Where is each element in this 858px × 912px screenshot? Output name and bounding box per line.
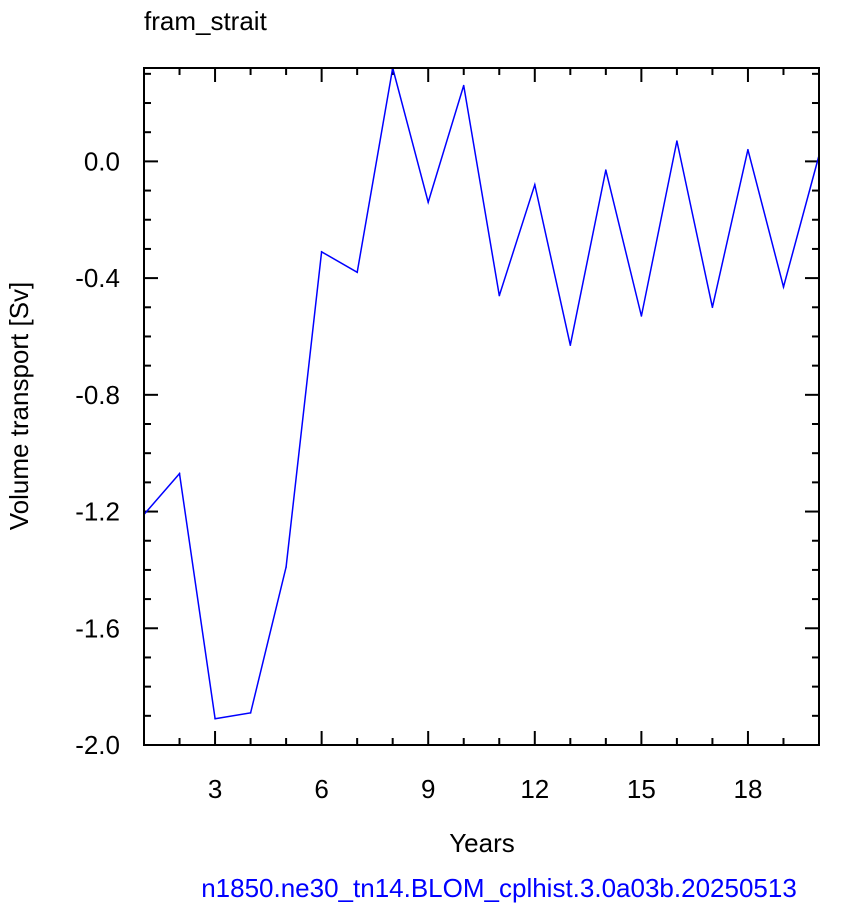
data-point — [605, 169, 607, 171]
x-tick-label: 9 — [421, 774, 435, 804]
y-tick-label: -2.0 — [75, 730, 120, 760]
x-tick-label: 6 — [314, 774, 328, 804]
series-line — [143, 67, 820, 720]
plot-frame — [143, 67, 820, 746]
data-point — [569, 344, 572, 347]
data-point — [640, 315, 643, 317]
data-point — [178, 472, 181, 475]
axis-ticks — [143, 68, 820, 746]
data-point — [320, 251, 323, 253]
y-tick-label: -1.2 — [75, 497, 120, 527]
data-point — [214, 717, 216, 720]
data-point — [498, 294, 501, 297]
data-series — [143, 67, 820, 720]
caption: n1850.ne30_tn14.BLOM_cplhist.3.0a03b.202… — [201, 873, 797, 903]
data-point — [285, 566, 287, 568]
data-point — [534, 183, 536, 186]
data-point — [747, 148, 749, 151]
x-tick-label: 15 — [627, 774, 656, 804]
data-point — [782, 286, 785, 288]
y-axis-label: Volume transport [Sv] — [4, 282, 34, 531]
x-tick-label: 18 — [733, 774, 762, 804]
data-point — [427, 201, 430, 203]
chart-title: fram_strait — [144, 6, 268, 36]
y-tick-label: -0.4 — [75, 263, 120, 293]
y-tick-label: 0.0 — [84, 146, 120, 176]
data-point — [462, 84, 465, 87]
x-tick-label: 12 — [520, 774, 549, 804]
data-point — [711, 306, 714, 309]
y-tick-label: -1.6 — [75, 613, 120, 643]
axis-tick-labels: 3 6 9 12 15 18 -2.0 -1.6 -1.2 -0.8 -0.4 0.0 — [75, 146, 762, 804]
data-point — [676, 140, 678, 142]
x-axis-label: Years — [449, 828, 515, 858]
data-point — [249, 712, 252, 714]
data-point — [356, 271, 359, 274]
y-tick-label: -0.8 — [75, 380, 120, 410]
x-tick-label: 3 — [208, 774, 222, 804]
